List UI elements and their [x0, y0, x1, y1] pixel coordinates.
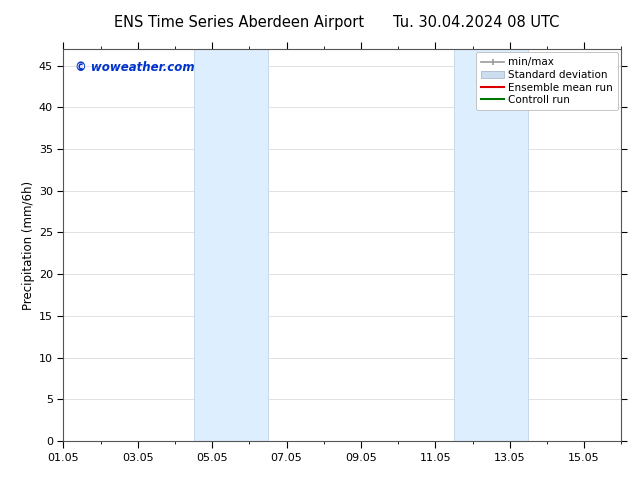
Text: ENS Time Series Aberdeen Airport: ENS Time Series Aberdeen Airport: [114, 15, 365, 30]
Text: Tu. 30.04.2024 08 UTC: Tu. 30.04.2024 08 UTC: [393, 15, 559, 30]
Y-axis label: Precipitation (mm/6h): Precipitation (mm/6h): [22, 180, 35, 310]
Bar: [454, 49, 528, 441]
Legend: min/max, Standard deviation, Ensemble mean run, Controll run: min/max, Standard deviation, Ensemble me…: [476, 52, 618, 110]
Bar: [193, 49, 268, 441]
Text: © woweather.com: © woweather.com: [75, 61, 194, 74]
